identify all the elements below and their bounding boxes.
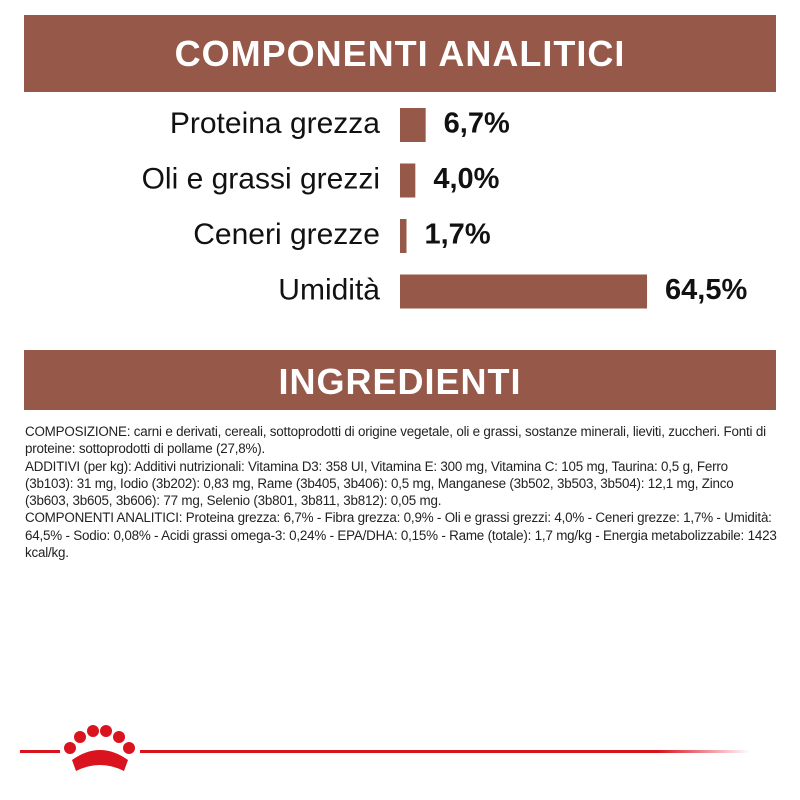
value-label: 1,7% <box>425 219 491 251</box>
bar <box>400 274 648 309</box>
bar <box>400 219 407 253</box>
bar <box>400 108 426 142</box>
ingredients-paragraph: COMPONENTI ANALITICI: Proteina grezza: 6… <box>25 510 777 561</box>
logo <box>64 725 135 771</box>
category-label: Ceneri grezze <box>193 218 380 251</box>
footer-line <box>140 750 750 753</box>
footer-line <box>20 750 60 753</box>
category-label: Oli e grassi grezzi <box>142 162 380 195</box>
bar <box>400 163 416 198</box>
value-label: 64,5% <box>665 274 747 306</box>
footer <box>20 725 750 771</box>
ingredients-title: INGREDIENTI <box>24 350 776 410</box>
value-label: 4,0% <box>433 163 499 195</box>
category-label: Umidità <box>278 273 380 306</box>
category-label: Proteina grezza <box>170 107 380 140</box>
ingredients-paragraph: COMPOSIZIONE: carni e derivati, cereali,… <box>25 424 766 457</box>
ingredients-text: COMPOSIZIONE: carni e derivati, cereali,… <box>25 423 777 561</box>
ingredients-paragraph: ADDITIVI (per kg): Additivi nutrizionali… <box>25 458 734 509</box>
chart: Proteina grezza 6,7% Oli e grassi grezzi 4,… <box>142 107 747 309</box>
chart-title: COMPONENTI ANALITICI <box>24 15 776 92</box>
value-label: 6,7% <box>444 108 510 140</box>
